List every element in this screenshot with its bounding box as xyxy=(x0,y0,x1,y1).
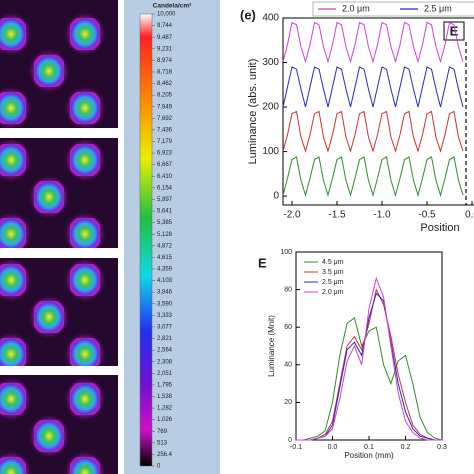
panel-label: E xyxy=(258,255,267,270)
colorbar-label: 8,462 xyxy=(157,81,173,87)
colorbar-label: 2,051 xyxy=(157,371,173,377)
panel-label: (e) xyxy=(240,7,256,22)
colorbar-label: 7,436 xyxy=(157,127,173,133)
colorbar-label: 7,179 xyxy=(157,139,173,145)
series-line xyxy=(296,288,442,441)
colorbar-label: 4,103 xyxy=(157,278,173,284)
x-tick-label: 0.0 xyxy=(465,210,474,221)
colorbar-label: 9,487 xyxy=(157,35,173,41)
y-tick-label: 0 xyxy=(288,437,292,444)
y-tick-label: 20 xyxy=(284,399,292,406)
legend-label: 4.5 μm xyxy=(322,259,344,266)
y-tick-label: 100 xyxy=(262,146,279,157)
colorbar-label: 0 xyxy=(157,464,161,470)
colorbar-label: 7,692 xyxy=(157,116,173,122)
luminance-map xyxy=(0,375,118,474)
x-tick-label: 0.0 xyxy=(328,444,338,451)
series-line xyxy=(282,110,464,153)
x-tick-label: -0.5 xyxy=(418,210,436,221)
colorbar-label: 7,949 xyxy=(157,104,173,110)
series-line xyxy=(296,316,443,441)
legend-label: 2.0 μm xyxy=(322,289,344,296)
plot-frame xyxy=(295,251,443,441)
y-tick-label: 0 xyxy=(273,191,279,202)
series-line xyxy=(282,21,464,64)
y-tick-label: 100 xyxy=(280,249,292,256)
x-tick-label: 0.3 xyxy=(437,444,447,451)
colorbar-label: 3,333 xyxy=(157,313,173,319)
colorbar-label: 256.4 xyxy=(157,452,173,458)
x-tick-label: -1.0 xyxy=(373,210,391,221)
x-tick-label: 0.1 xyxy=(364,444,374,451)
colorbar-label: 8,974 xyxy=(157,58,173,64)
colorbar-label: 8,205 xyxy=(157,93,173,99)
luminance-map xyxy=(0,0,118,128)
colorbar-label: 6,667 xyxy=(157,162,173,168)
colorbar-label: 5,128 xyxy=(157,232,173,238)
y-tick-label: 40 xyxy=(284,362,292,369)
colorbar-label: 10,000 xyxy=(157,12,176,18)
x-tick-label: -2.0 xyxy=(283,210,301,221)
legend-label: 3.5 μm xyxy=(322,269,344,276)
annotation: E xyxy=(450,23,459,38)
legend-box xyxy=(312,1,474,17)
y-tick-label: 200 xyxy=(262,102,279,113)
colorbar-label: 2,308 xyxy=(157,359,173,365)
colorbar-label: 3,077 xyxy=(157,325,173,331)
colorbar-label: 6,154 xyxy=(157,185,173,191)
colorbar-label: 8,718 xyxy=(157,70,173,76)
y-axis-label: Luminance (abs. unit) xyxy=(247,59,259,165)
colorbar-label: 6,923 xyxy=(157,151,173,157)
colorbar-label: 1,282 xyxy=(157,406,173,412)
y-tick-label: 80 xyxy=(284,286,292,293)
luminance-map xyxy=(0,138,118,248)
colorbar-label: 3,590 xyxy=(157,301,173,307)
y-axis-label: Luminance (Mnit) xyxy=(267,315,276,377)
colorbar-label: 5,385 xyxy=(157,220,173,226)
colorbar-label: 2,821 xyxy=(157,336,173,342)
colorbar-label: 9,231 xyxy=(157,46,173,52)
legend-label: 2.5 μm xyxy=(424,3,452,13)
colorbar-label: 1,538 xyxy=(157,394,173,400)
colorbar-label: 2,564 xyxy=(157,348,173,354)
series-line xyxy=(282,66,464,108)
x-axis-label: Position (mm) xyxy=(344,451,394,460)
colorbar xyxy=(139,13,153,467)
colorbar-label: 3,846 xyxy=(157,290,173,296)
y-tick-label: 300 xyxy=(262,57,279,68)
colorbar-label: 5,897 xyxy=(157,197,173,203)
colorbar-label: 4,615 xyxy=(157,255,173,261)
colorbar-label: 1,026 xyxy=(157,417,173,423)
series-line xyxy=(282,156,464,198)
colorbar-label: 513 xyxy=(157,440,168,446)
x-tick-label: -0.1 xyxy=(290,444,302,451)
x-tick-label: -1.5 xyxy=(328,210,346,221)
colorbar-label: 4,872 xyxy=(157,243,173,249)
y-tick-label: 400 xyxy=(262,13,279,24)
colorbar-label: 5,641 xyxy=(157,209,173,215)
luminance-map xyxy=(0,258,118,366)
colorbar-label: 9,744 xyxy=(157,23,173,29)
colorbar-label: 769 xyxy=(157,429,168,435)
series-line xyxy=(296,276,442,441)
x-axis-label: Position xyxy=(420,222,459,234)
x-tick-label: 0.2 xyxy=(401,444,411,451)
y-tick-label: 60 xyxy=(284,324,292,331)
legend-label: 2.0 μm xyxy=(342,3,370,13)
colorbar-label: 4,359 xyxy=(157,267,173,273)
colorbar-title: Candela/cm² xyxy=(153,3,192,10)
legend-label: 2.5 μm xyxy=(322,279,344,286)
colorbar-label: 6,410 xyxy=(157,174,173,180)
colorbar-label: 1,795 xyxy=(157,382,173,388)
